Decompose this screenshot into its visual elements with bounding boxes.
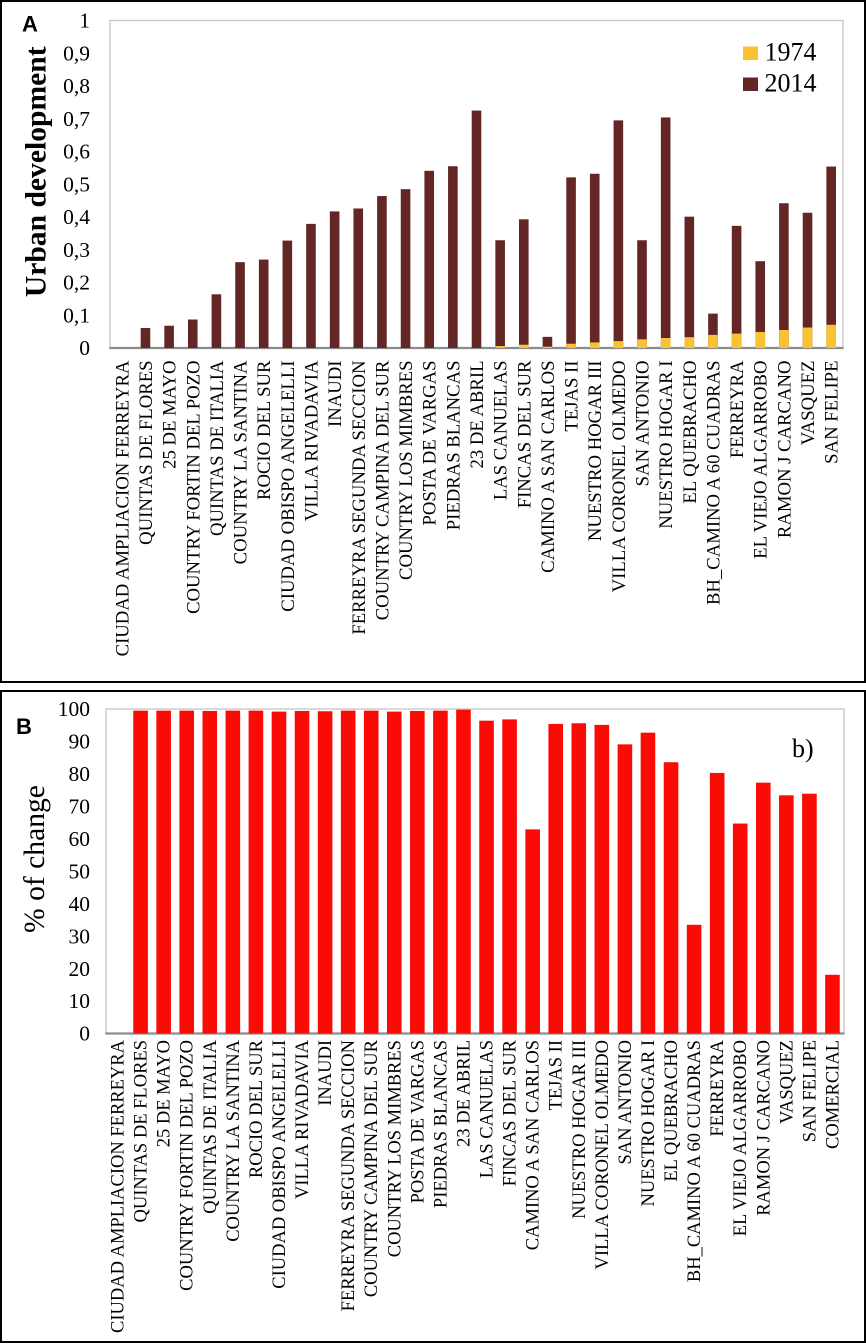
- svg-text:LAS CANUELAS: LAS CANUELAS: [478, 1040, 498, 1178]
- svg-text:PIEDRAS BLANCAS: PIEDRAS BLANCAS: [443, 360, 464, 530]
- svg-text:CIUDAD AMPLIACION FERREYRA: CIUDAD AMPLIACION FERREYRA: [109, 1039, 129, 1333]
- svg-text:b): b): [792, 734, 814, 763]
- svg-text:COUNTRY LOS MIMBRES: COUNTRY LOS MIMBRES: [385, 1040, 405, 1257]
- svg-text:1974: 1974: [765, 38, 817, 67]
- svg-text:QUINTAS DE ITALIA: QUINTAS DE ITALIA: [201, 1039, 221, 1213]
- svg-text:70: 70: [69, 795, 91, 819]
- svg-text:BH_CAMINO A 60 CUADRAS: BH_CAMINO A 60 CUADRAS: [685, 1040, 705, 1282]
- svg-text:Urban development: Urban development: [21, 46, 53, 297]
- svg-text:25 DE MAYO: 25 DE MAYO: [160, 361, 181, 469]
- svg-text:BH_CAMINO A 60 CUADRAS: BH_CAMINO A 60 CUADRAS: [703, 361, 724, 606]
- svg-text:90: 90: [69, 730, 91, 754]
- svg-text:SAN FELIPE: SAN FELIPE: [800, 1040, 820, 1142]
- svg-text:0,4: 0,4: [63, 205, 90, 229]
- svg-text:VILLA RIVADAVIA: VILLA RIVADAVIA: [301, 360, 322, 521]
- svg-text:CAMINO A SAN CARLOS: CAMINO A SAN CARLOS: [538, 361, 559, 573]
- svg-text:PIEDRAS BLANCAS: PIEDRAS BLANCAS: [431, 1040, 451, 1208]
- svg-text:0,7: 0,7: [63, 107, 90, 131]
- svg-text:10: 10: [69, 989, 91, 1013]
- svg-text:FERREYRA SEGUNDA SECCION: FERREYRA SEGUNDA SECCION: [339, 1040, 359, 1311]
- svg-text:80: 80: [69, 762, 91, 786]
- svg-text:NUESTRO HOGAR III: NUESTRO HOGAR III: [585, 361, 606, 542]
- svg-text:LAS CANUELAS: LAS CANUELAS: [491, 361, 512, 501]
- svg-text:FERREYRA: FERREYRA: [727, 360, 748, 458]
- svg-text:0: 0: [79, 336, 90, 360]
- svg-text:TEJAS II: TEJAS II: [547, 1040, 567, 1110]
- svg-text:INAUDI: INAUDI: [325, 361, 346, 427]
- svg-text:EL VIEJO ALGARROBO: EL VIEJO ALGARROBO: [751, 361, 772, 559]
- svg-text:COMERCIAL: COMERCIAL: [823, 1040, 843, 1149]
- svg-text:CIUDAD OBISPO ANGELELLI: CIUDAD OBISPO ANGELELLI: [278, 360, 299, 611]
- svg-text:VASQUEZ: VASQUEZ: [798, 361, 819, 446]
- svg-text:FINCAS DEL SUR: FINCAS DEL SUR: [514, 360, 535, 508]
- svg-text:TEJAS II: TEJAS II: [562, 361, 583, 432]
- svg-text:QUINTAS DE FLORES: QUINTAS DE FLORES: [132, 1040, 152, 1223]
- svg-text:VILLA CORONEL OLMEDO: VILLA CORONEL OLMEDO: [593, 1040, 613, 1270]
- svg-text:0,1: 0,1: [63, 303, 90, 327]
- svg-text:CIUDAD AMPLIACION FERREYRA: CIUDAD AMPLIACION FERREYRA: [112, 360, 133, 656]
- svg-text:60: 60: [69, 827, 91, 851]
- svg-text:50: 50: [69, 860, 91, 884]
- svg-text:RAMON J CARCANO: RAMON J CARCANO: [754, 1040, 774, 1216]
- svg-text:ROCIO DEL SUR: ROCIO DEL SUR: [247, 1039, 267, 1178]
- svg-text:EL QUEBRACHO: EL QUEBRACHO: [680, 361, 701, 504]
- svg-text:2014: 2014: [765, 69, 817, 98]
- svg-text:A: A: [22, 12, 38, 37]
- svg-text:VILLA RIVADAVIA: VILLA RIVADAVIA: [293, 1039, 313, 1199]
- svg-text:FERREYRA SEGUNDA SECCION: FERREYRA SEGUNDA SECCION: [349, 360, 370, 635]
- svg-text:23 DE ABRIL: 23 DE ABRIL: [467, 361, 488, 469]
- svg-text:COUNTRY LA SANTINA: COUNTRY LA SANTINA: [224, 1039, 244, 1241]
- svg-text:SAN FELIPE: SAN FELIPE: [822, 361, 843, 464]
- svg-text:CAMINO A SAN CARLOS: CAMINO A SAN CARLOS: [524, 1040, 544, 1250]
- svg-text:NUESTRO HOGAR III: NUESTRO HOGAR III: [570, 1040, 590, 1219]
- svg-text:0,8: 0,8: [63, 74, 90, 98]
- svg-text:POSTA DE VARGAS: POSTA DE VARGAS: [408, 1040, 428, 1203]
- svg-text:30: 30: [69, 924, 91, 948]
- svg-text:RAMON J CARCANO: RAMON J CARCANO: [774, 361, 795, 539]
- svg-text:0: 0: [79, 1022, 90, 1046]
- svg-text:0,9: 0,9: [63, 42, 90, 66]
- svg-text:100: 100: [58, 697, 90, 721]
- svg-text:COUNTRY FORTIN DEL POZO: COUNTRY FORTIN DEL POZO: [183, 361, 204, 614]
- svg-text:COUNTRY CAMPINA DEL SUR: COUNTRY CAMPINA DEL SUR: [372, 360, 393, 620]
- svg-text:SAN ANTONIO: SAN ANTONIO: [616, 1040, 636, 1165]
- svg-text:COUNTRY FORTIN DEL POZO: COUNTRY FORTIN DEL POZO: [178, 1040, 198, 1291]
- svg-text:POSTA DE VARGAS: POSTA DE VARGAS: [420, 360, 441, 525]
- svg-text:1: 1: [79, 9, 90, 33]
- svg-text:ROCIO DEL SUR: ROCIO DEL SUR: [254, 360, 275, 500]
- svg-text:% of change: % of change: [19, 785, 51, 933]
- svg-text:20: 20: [69, 957, 91, 981]
- svg-text:FINCAS DEL SUR: FINCAS DEL SUR: [501, 1039, 521, 1186]
- svg-text:40: 40: [69, 892, 91, 916]
- svg-text:25 DE MAYO: 25 DE MAYO: [155, 1040, 175, 1147]
- svg-text:NUESTRO HOGAR I: NUESTRO HOGAR I: [639, 1040, 659, 1207]
- svg-text:0,2: 0,2: [63, 271, 90, 295]
- svg-text:COUNTRY LOS MIMBRES: COUNTRY LOS MIMBRES: [396, 361, 417, 580]
- svg-text:0,3: 0,3: [63, 238, 90, 262]
- svg-text:EL VIEJO ALGARROBO: EL VIEJO ALGARROBO: [731, 1040, 751, 1236]
- svg-text:QUINTAS DE ITALIA: QUINTAS DE ITALIA: [207, 360, 228, 536]
- svg-text:B: B: [16, 714, 32, 739]
- svg-text:QUINTAS DE FLORES: QUINTAS DE FLORES: [136, 361, 157, 545]
- svg-text:FERREYRA: FERREYRA: [708, 1039, 728, 1136]
- svg-text:23 DE ABRIL: 23 DE ABRIL: [454, 1040, 474, 1147]
- svg-text:0,6: 0,6: [63, 140, 90, 164]
- svg-text:COUNTRY CAMPINA DEL SUR: COUNTRY CAMPINA DEL SUR: [362, 1039, 382, 1297]
- svg-text:VILLA CORONEL OLMEDO: VILLA CORONEL OLMEDO: [609, 361, 630, 593]
- svg-text:INAUDI: INAUDI: [316, 1040, 336, 1106]
- svg-text:COUNTRY LA SANTINA: COUNTRY LA SANTINA: [231, 360, 252, 564]
- svg-text:NUESTRO HOGAR I: NUESTRO HOGAR I: [656, 361, 677, 529]
- svg-text:EL QUEBRACHO: EL QUEBRACHO: [662, 1040, 682, 1182]
- svg-text:0,5: 0,5: [63, 172, 90, 196]
- svg-text:SAN ANTONIO: SAN ANTONIO: [633, 361, 654, 487]
- svg-text:CIUDAD OBISPO ANGELELLI: CIUDAD OBISPO ANGELELLI: [270, 1040, 290, 1289]
- svg-text:VASQUEZ: VASQUEZ: [777, 1040, 797, 1124]
